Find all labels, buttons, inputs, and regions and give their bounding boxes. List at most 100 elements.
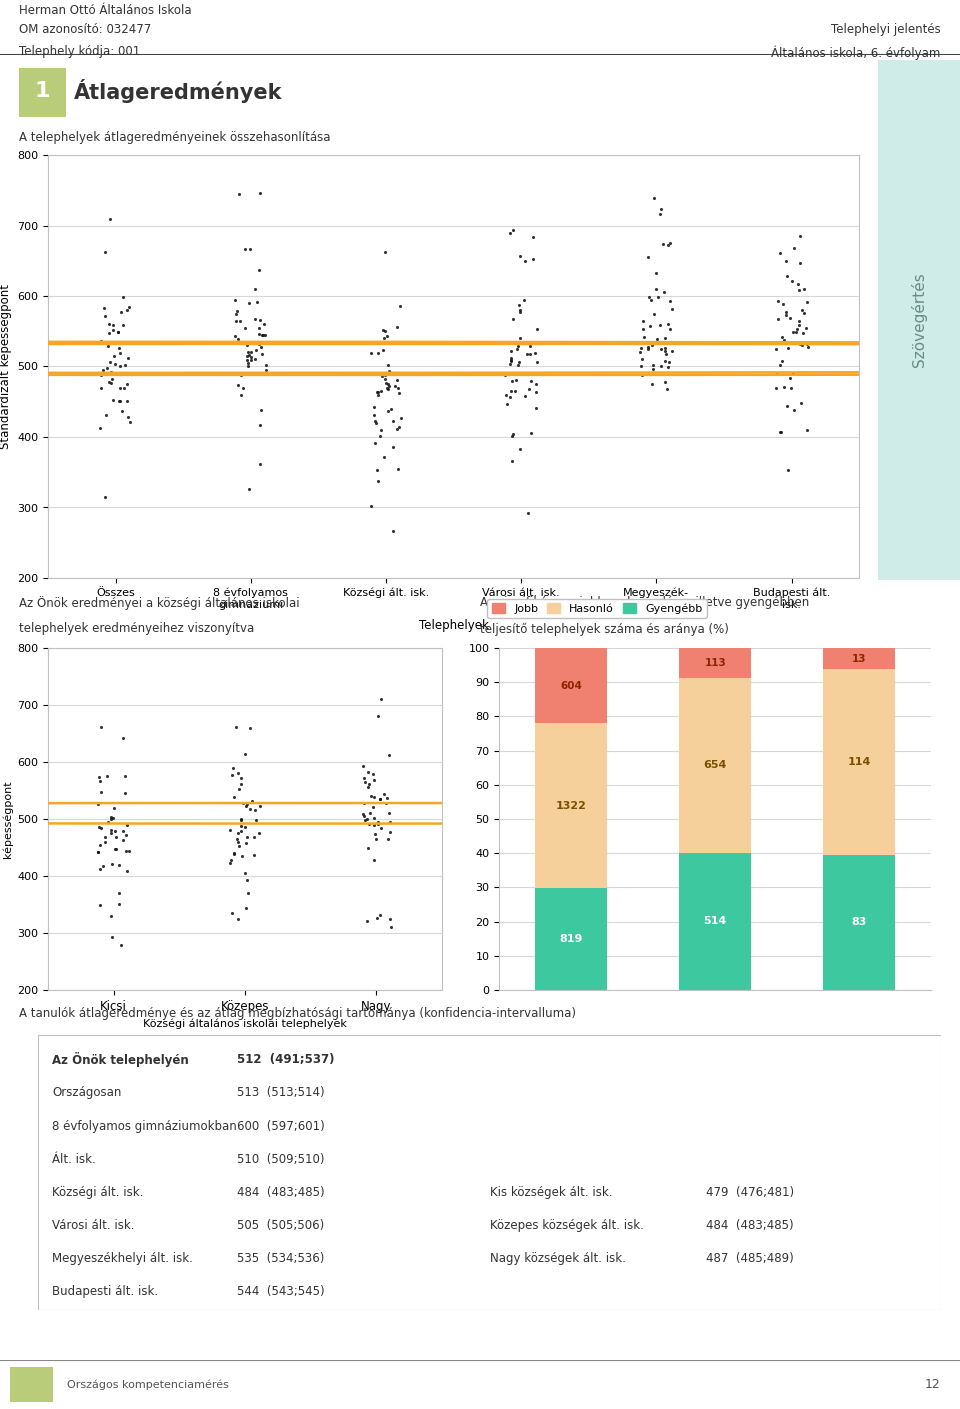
Point bbox=[389, 417, 404, 440]
Text: 604: 604 bbox=[561, 681, 582, 690]
Point bbox=[101, 321, 116, 344]
Text: 654: 654 bbox=[704, 761, 727, 771]
Point bbox=[379, 324, 395, 347]
Point bbox=[784, 269, 800, 292]
Point bbox=[116, 286, 132, 309]
Text: 544  (543;545): 544 (543;545) bbox=[237, 1285, 324, 1298]
Point bbox=[792, 333, 807, 355]
Point bbox=[393, 296, 408, 318]
Point bbox=[662, 231, 678, 254]
Bar bbox=[823, 669, 895, 855]
Text: 484  (483;485): 484 (483;485) bbox=[707, 1219, 794, 1231]
Point bbox=[238, 238, 253, 261]
Point bbox=[769, 362, 784, 385]
Text: Herman Ottó Általános Iskola: Herman Ottó Általános Iskola bbox=[19, 4, 192, 17]
Point bbox=[792, 314, 807, 337]
Point bbox=[102, 351, 117, 373]
Point bbox=[654, 355, 669, 378]
Text: 479  (476;481): 479 (476;481) bbox=[707, 1186, 794, 1199]
Point bbox=[254, 323, 270, 345]
Point bbox=[93, 769, 108, 792]
Point bbox=[789, 318, 804, 341]
Point bbox=[367, 786, 382, 809]
Point bbox=[520, 502, 536, 524]
Point bbox=[513, 327, 528, 349]
Point bbox=[528, 382, 543, 404]
Point bbox=[367, 848, 382, 871]
Text: Ált. isk.: Ált. isk. bbox=[52, 1153, 96, 1165]
Point bbox=[100, 356, 115, 379]
Text: 600  (597;601): 600 (597;601) bbox=[237, 1120, 324, 1133]
Point bbox=[650, 327, 665, 349]
Point bbox=[498, 385, 514, 407]
Point bbox=[634, 355, 649, 378]
Point bbox=[237, 816, 252, 838]
Point bbox=[504, 369, 519, 392]
Text: 484  (483;485): 484 (483;485) bbox=[237, 1186, 324, 1199]
Point bbox=[246, 826, 261, 848]
Point bbox=[242, 717, 257, 740]
Point bbox=[249, 290, 264, 313]
Text: A tanulók átlageredménye és az átlag megbízhatósági tartománya (konfidencia-inte: A tanulók átlageredménye és az átlag meg… bbox=[19, 1007, 576, 1020]
Point bbox=[503, 347, 518, 369]
FancyBboxPatch shape bbox=[878, 61, 960, 581]
Point bbox=[504, 451, 519, 473]
Text: 535  (534;536): 535 (534;536) bbox=[237, 1253, 324, 1265]
Point bbox=[371, 810, 386, 833]
Point bbox=[104, 905, 119, 927]
Point bbox=[364, 341, 379, 364]
Point bbox=[795, 323, 810, 345]
Point bbox=[786, 399, 802, 421]
Bar bbox=[680, 852, 752, 991]
Point bbox=[380, 354, 396, 376]
Point bbox=[93, 364, 108, 386]
Point bbox=[373, 817, 389, 840]
Point bbox=[240, 882, 255, 905]
Point bbox=[115, 400, 131, 423]
Point bbox=[659, 342, 674, 365]
Point bbox=[383, 916, 398, 938]
Point bbox=[115, 820, 131, 843]
Point bbox=[651, 286, 666, 309]
Point bbox=[508, 369, 523, 392]
Point bbox=[247, 278, 262, 300]
Point bbox=[511, 351, 526, 373]
Point bbox=[368, 823, 383, 845]
Point bbox=[373, 418, 389, 441]
Point bbox=[786, 237, 802, 259]
Point bbox=[382, 359, 397, 382]
Point bbox=[794, 299, 809, 321]
Point bbox=[773, 420, 788, 442]
Bar bbox=[536, 723, 608, 888]
FancyBboxPatch shape bbox=[19, 68, 65, 117]
Point bbox=[528, 373, 543, 396]
Point bbox=[239, 345, 254, 368]
Point bbox=[249, 338, 264, 361]
Point bbox=[383, 397, 398, 420]
Point bbox=[97, 486, 112, 509]
Point bbox=[772, 354, 787, 376]
Point bbox=[376, 327, 392, 349]
Point bbox=[517, 385, 533, 407]
Point bbox=[239, 826, 254, 848]
Point bbox=[505, 424, 520, 447]
Text: 1: 1 bbox=[35, 82, 50, 101]
Point bbox=[504, 348, 519, 371]
Point bbox=[112, 389, 128, 411]
Point bbox=[367, 431, 382, 454]
Point bbox=[660, 234, 675, 256]
Point bbox=[646, 186, 661, 209]
Point bbox=[371, 704, 386, 727]
Legend: Jobb, Hasonló, Gyengébb: Jobb, Hasonló, Gyengébb bbox=[488, 599, 707, 619]
Point bbox=[119, 813, 134, 836]
Point bbox=[800, 333, 815, 355]
Point bbox=[102, 313, 117, 335]
Point bbox=[522, 342, 538, 365]
Point bbox=[636, 325, 652, 348]
Point bbox=[241, 341, 256, 364]
Point bbox=[525, 248, 540, 271]
Point bbox=[121, 840, 136, 862]
Point bbox=[640, 245, 656, 268]
Text: Megyeszékhelyi ált. isk.: Megyeszékhelyi ált. isk. bbox=[52, 1253, 193, 1265]
Point bbox=[111, 892, 127, 914]
